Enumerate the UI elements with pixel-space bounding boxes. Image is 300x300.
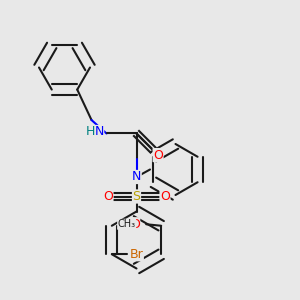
Text: N: N <box>132 170 141 184</box>
Text: H: H <box>85 125 95 139</box>
Text: O: O <box>160 190 170 203</box>
Text: N: N <box>94 125 104 139</box>
Text: O: O <box>153 148 163 162</box>
Text: O: O <box>103 190 113 203</box>
Text: CH₃: CH₃ <box>118 219 136 229</box>
Text: O: O <box>130 218 140 231</box>
Text: Br: Br <box>130 248 143 261</box>
Text: S: S <box>133 190 140 203</box>
